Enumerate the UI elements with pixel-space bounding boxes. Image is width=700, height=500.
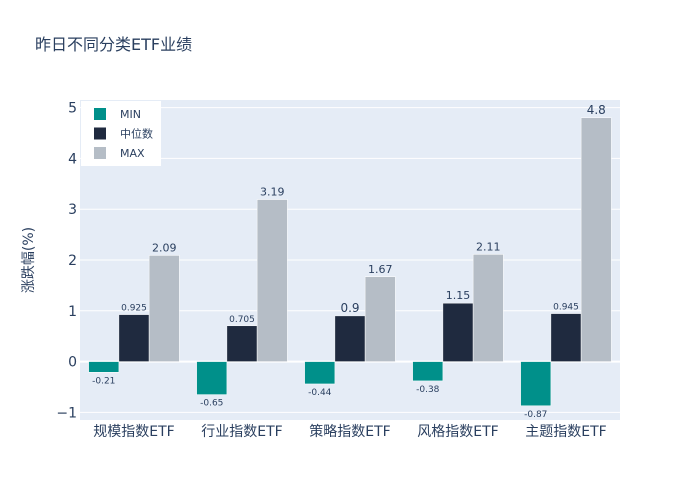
bar-中位数-行业指数ETF[interactable]: [226, 325, 258, 362]
bar-中位数-风格指数ETF[interactable]: [442, 302, 474, 362]
bar-data-label: 0.705: [229, 315, 255, 325]
bar-MAX-策略指数ETF[interactable]: [364, 276, 396, 362]
y-tick-label: 5: [68, 101, 77, 117]
bar-data-label: -0.87: [524, 410, 547, 420]
y-tick-label: 3: [68, 202, 77, 218]
bar-MAX-行业指数ETF[interactable]: [256, 199, 288, 362]
y-tick-label: 0: [68, 355, 77, 371]
bars: [88, 117, 612, 407]
bar-MIN-行业指数ETF[interactable]: [196, 361, 228, 395]
bar-MIN-风格指数ETF[interactable]: [412, 361, 444, 382]
bar-data-label: 2.09: [152, 241, 177, 254]
bar-data-label: 1.15: [446, 289, 471, 302]
x-tick-label: 行业指数ETF: [201, 424, 282, 440]
legend-swatch[interactable]: [94, 127, 106, 140]
y-axis-ticks: −1 0 1 2 3 4 5: [56, 101, 77, 422]
y-tick-label: 1: [68, 304, 77, 320]
y-axis-title: 涨跌幅(%): [21, 227, 37, 293]
bar-labels: -0.21 -0.65 -0.44 -0.38 -0.87 0.925 0.705 0.9 1.…: [92, 103, 606, 420]
x-tick-label: 策略指数ETF: [309, 423, 390, 440]
bar-data-label: 0.925: [121, 304, 147, 314]
bar-MIN-主题指数ETF[interactable]: [520, 361, 552, 407]
bar-MAX-风格指数ETF[interactable]: [472, 254, 504, 362]
bar-MIN-规模指数ETF[interactable]: [88, 361, 120, 373]
legend-label[interactable]: MIN: [120, 108, 141, 121]
bar-中位数-主题指数ETF[interactable]: [550, 313, 582, 362]
bar-data-label: 2.11: [476, 240, 501, 253]
chart-title: 昨日不同分类ETF业绩: [35, 35, 192, 54]
y-tick-label: 4: [68, 151, 77, 167]
bar-MAX-主题指数ETF[interactable]: [580, 117, 612, 362]
bar-data-label: -0.38: [416, 385, 440, 395]
x-tick-label: 风格指数ETF: [417, 424, 498, 440]
bar-中位数-规模指数ETF[interactable]: [118, 314, 150, 362]
bar-data-label: 1.67: [368, 263, 393, 276]
bar-data-label: -0.21: [92, 376, 115, 386]
bar-data-label: 0.945: [553, 303, 579, 313]
legend-label[interactable]: 中位数: [120, 127, 153, 141]
y-tick-label: −1: [56, 405, 77, 421]
bar-data-label: 0.9: [340, 301, 359, 315]
bar-data-label: -0.65: [200, 399, 223, 409]
bar-MIN-策略指数ETF[interactable]: [304, 361, 336, 385]
bar-data-label: -0.44: [308, 388, 332, 398]
bar-中位数-策略指数ETF[interactable]: [334, 315, 366, 362]
legend-label[interactable]: MAX: [120, 147, 145, 160]
legend-swatch[interactable]: [94, 108, 106, 120]
bar-data-label: 3.19: [260, 186, 285, 199]
x-tick-label: 规模指数ETF: [93, 424, 174, 440]
legend-swatch[interactable]: [94, 147, 106, 159]
legend[interactable]: MIN 中位数 MAX: [81, 101, 161, 166]
x-axis-ticks: 规模指数ETF 行业指数ETF 策略指数ETF 风格指数ETF 主题指数ETF: [93, 423, 606, 440]
y-tick-label: 2: [68, 253, 77, 269]
bar-MAX-规模指数ETF[interactable]: [148, 255, 180, 362]
bar-data-label: 4.8: [587, 103, 606, 117]
x-tick-label: 主题指数ETF: [525, 424, 606, 440]
